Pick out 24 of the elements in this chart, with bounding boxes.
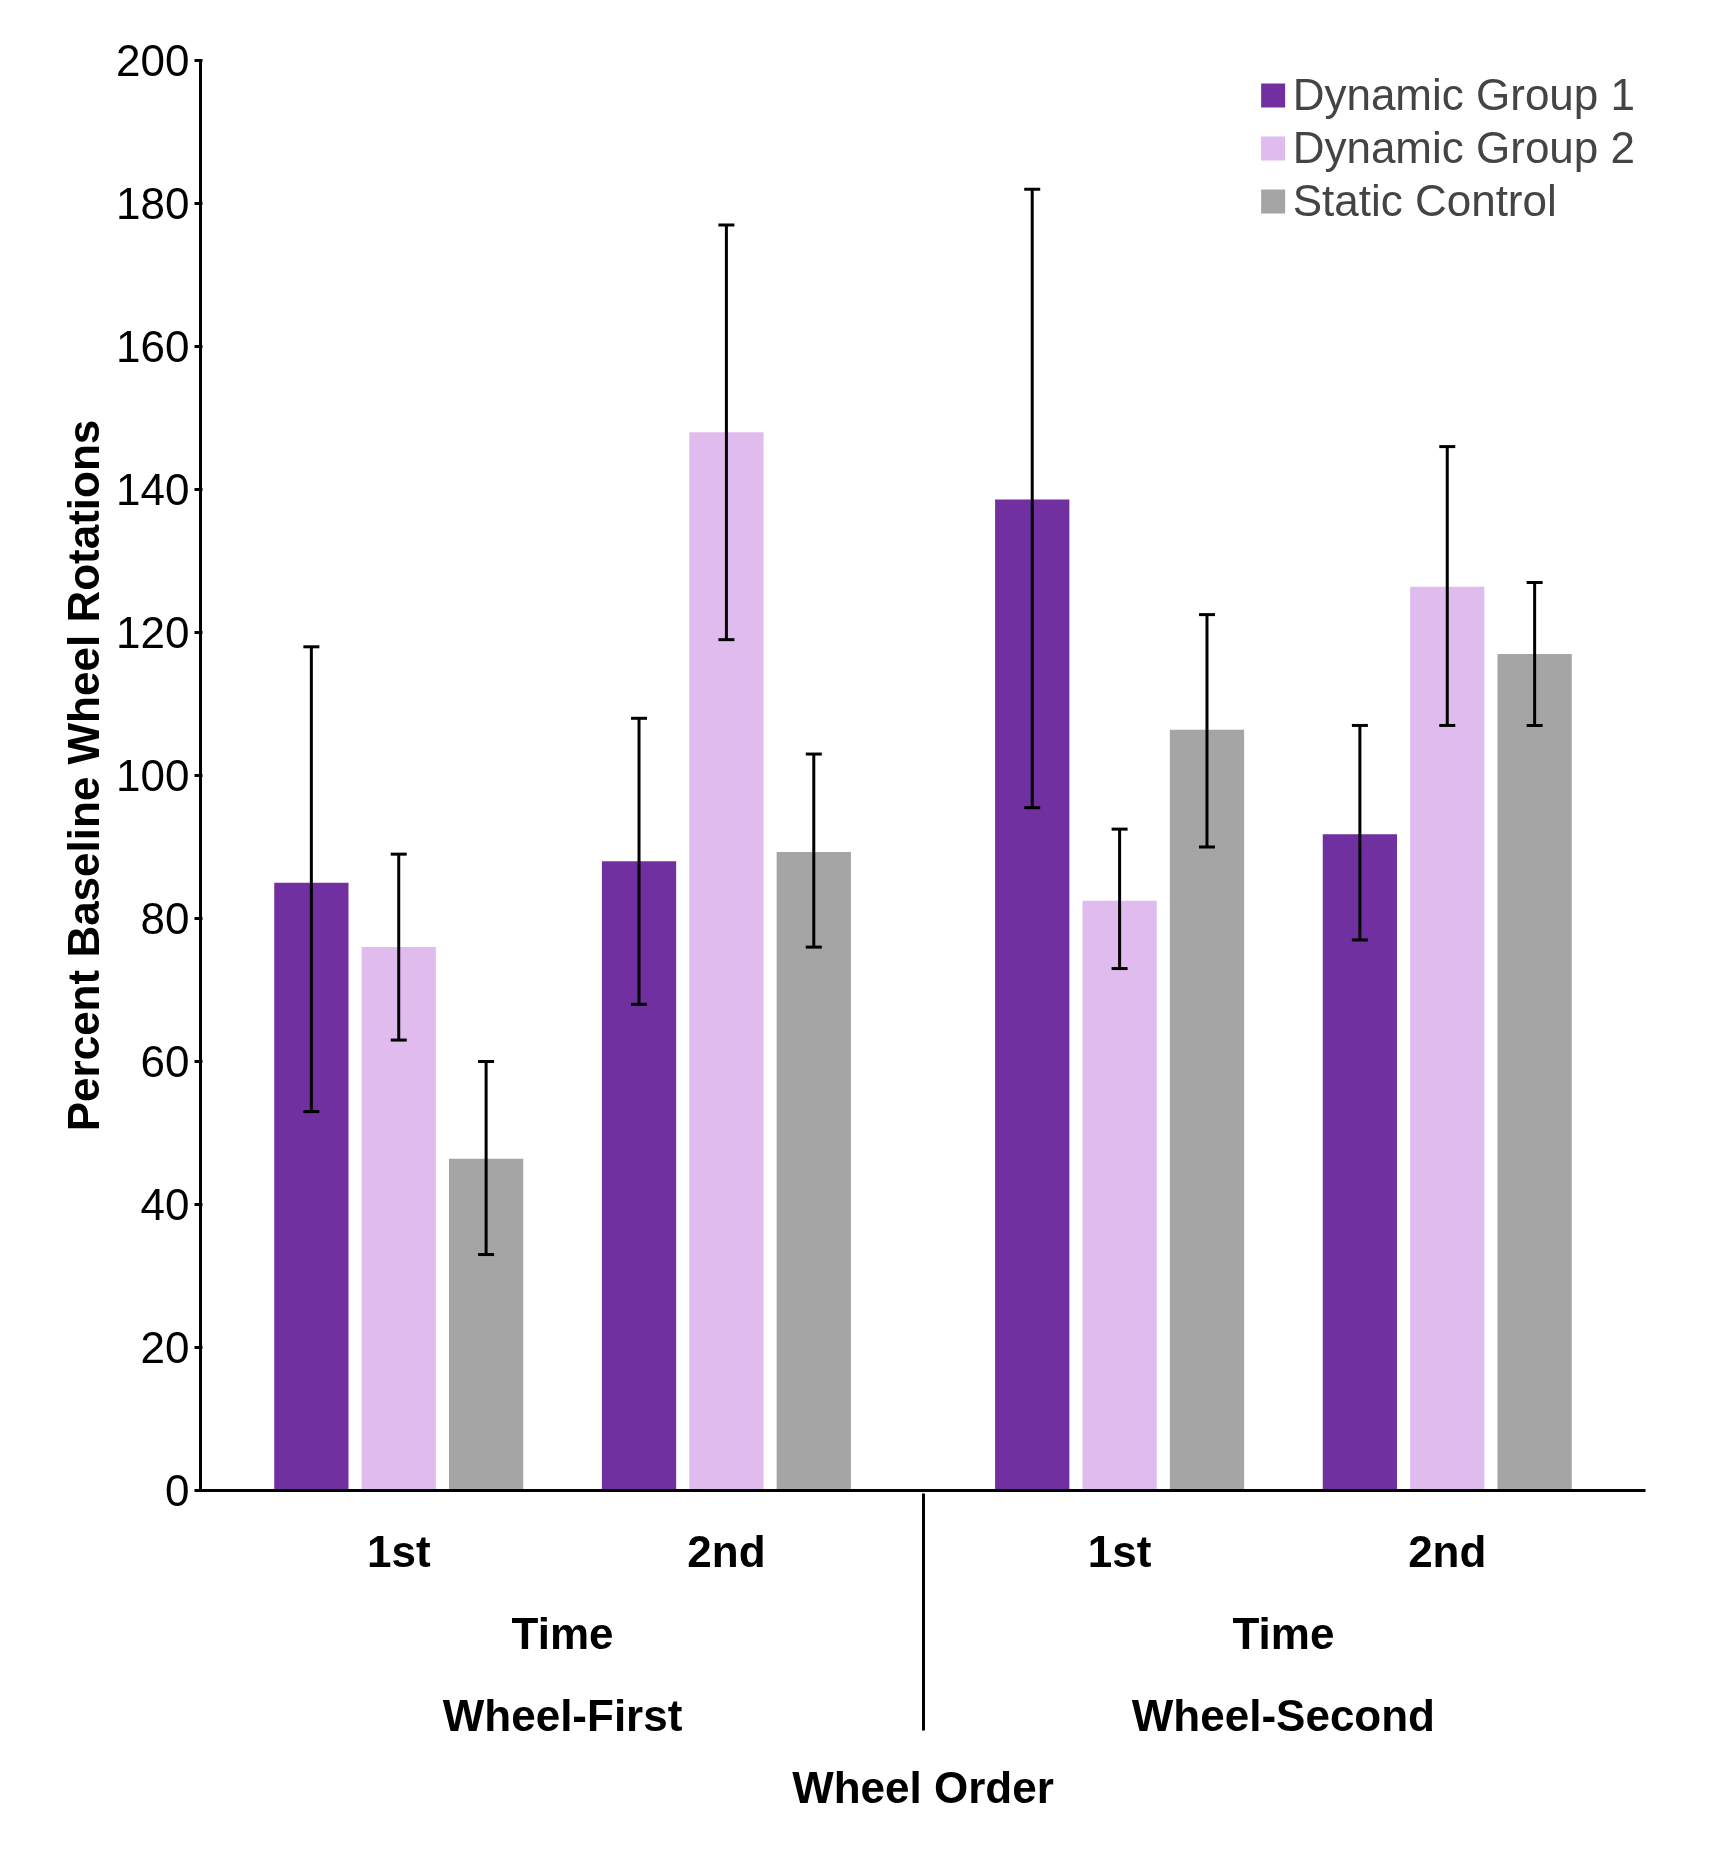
y-tick-label: 160 <box>116 322 190 371</box>
text: Time <box>1232 1608 1335 1658</box>
text: Wheel-First <box>442 1690 683 1740</box>
y-tick-label: 140 <box>116 465 190 514</box>
legend-label: Dynamic Group 1 <box>1292 70 1635 120</box>
y-tick-label: 100 <box>116 751 190 800</box>
x-tick-label: 2nd <box>1408 1526 1487 1576</box>
y-tick-label: 60 <box>140 1037 190 1086</box>
text: Wheel-Second <box>1131 1690 1436 1740</box>
y-tick-label: 40 <box>140 1180 190 1229</box>
y-tick-label: 120 <box>116 608 190 657</box>
y-axis-title: Percent Baseline Wheel Rotations <box>59 419 109 1132</box>
y-tick-label: 180 <box>116 179 190 228</box>
y-tick-label: 80 <box>140 894 190 943</box>
x-tick-label: 2nd <box>687 1526 766 1576</box>
y-tick-label: 0 <box>165 1466 190 1515</box>
y-tick-label: 20 <box>140 1323 190 1372</box>
x-tick-label: 1st <box>366 1526 431 1576</box>
x-tick-label: 1st <box>1087 1526 1152 1576</box>
text: Time <box>511 1608 614 1658</box>
legend-label: Static Control <box>1292 176 1557 226</box>
legend-label: Dynamic Group 2 <box>1292 123 1635 173</box>
y-tick-label: 200 <box>116 36 190 85</box>
x-axis-title: Wheel Order <box>792 1762 1054 1812</box>
